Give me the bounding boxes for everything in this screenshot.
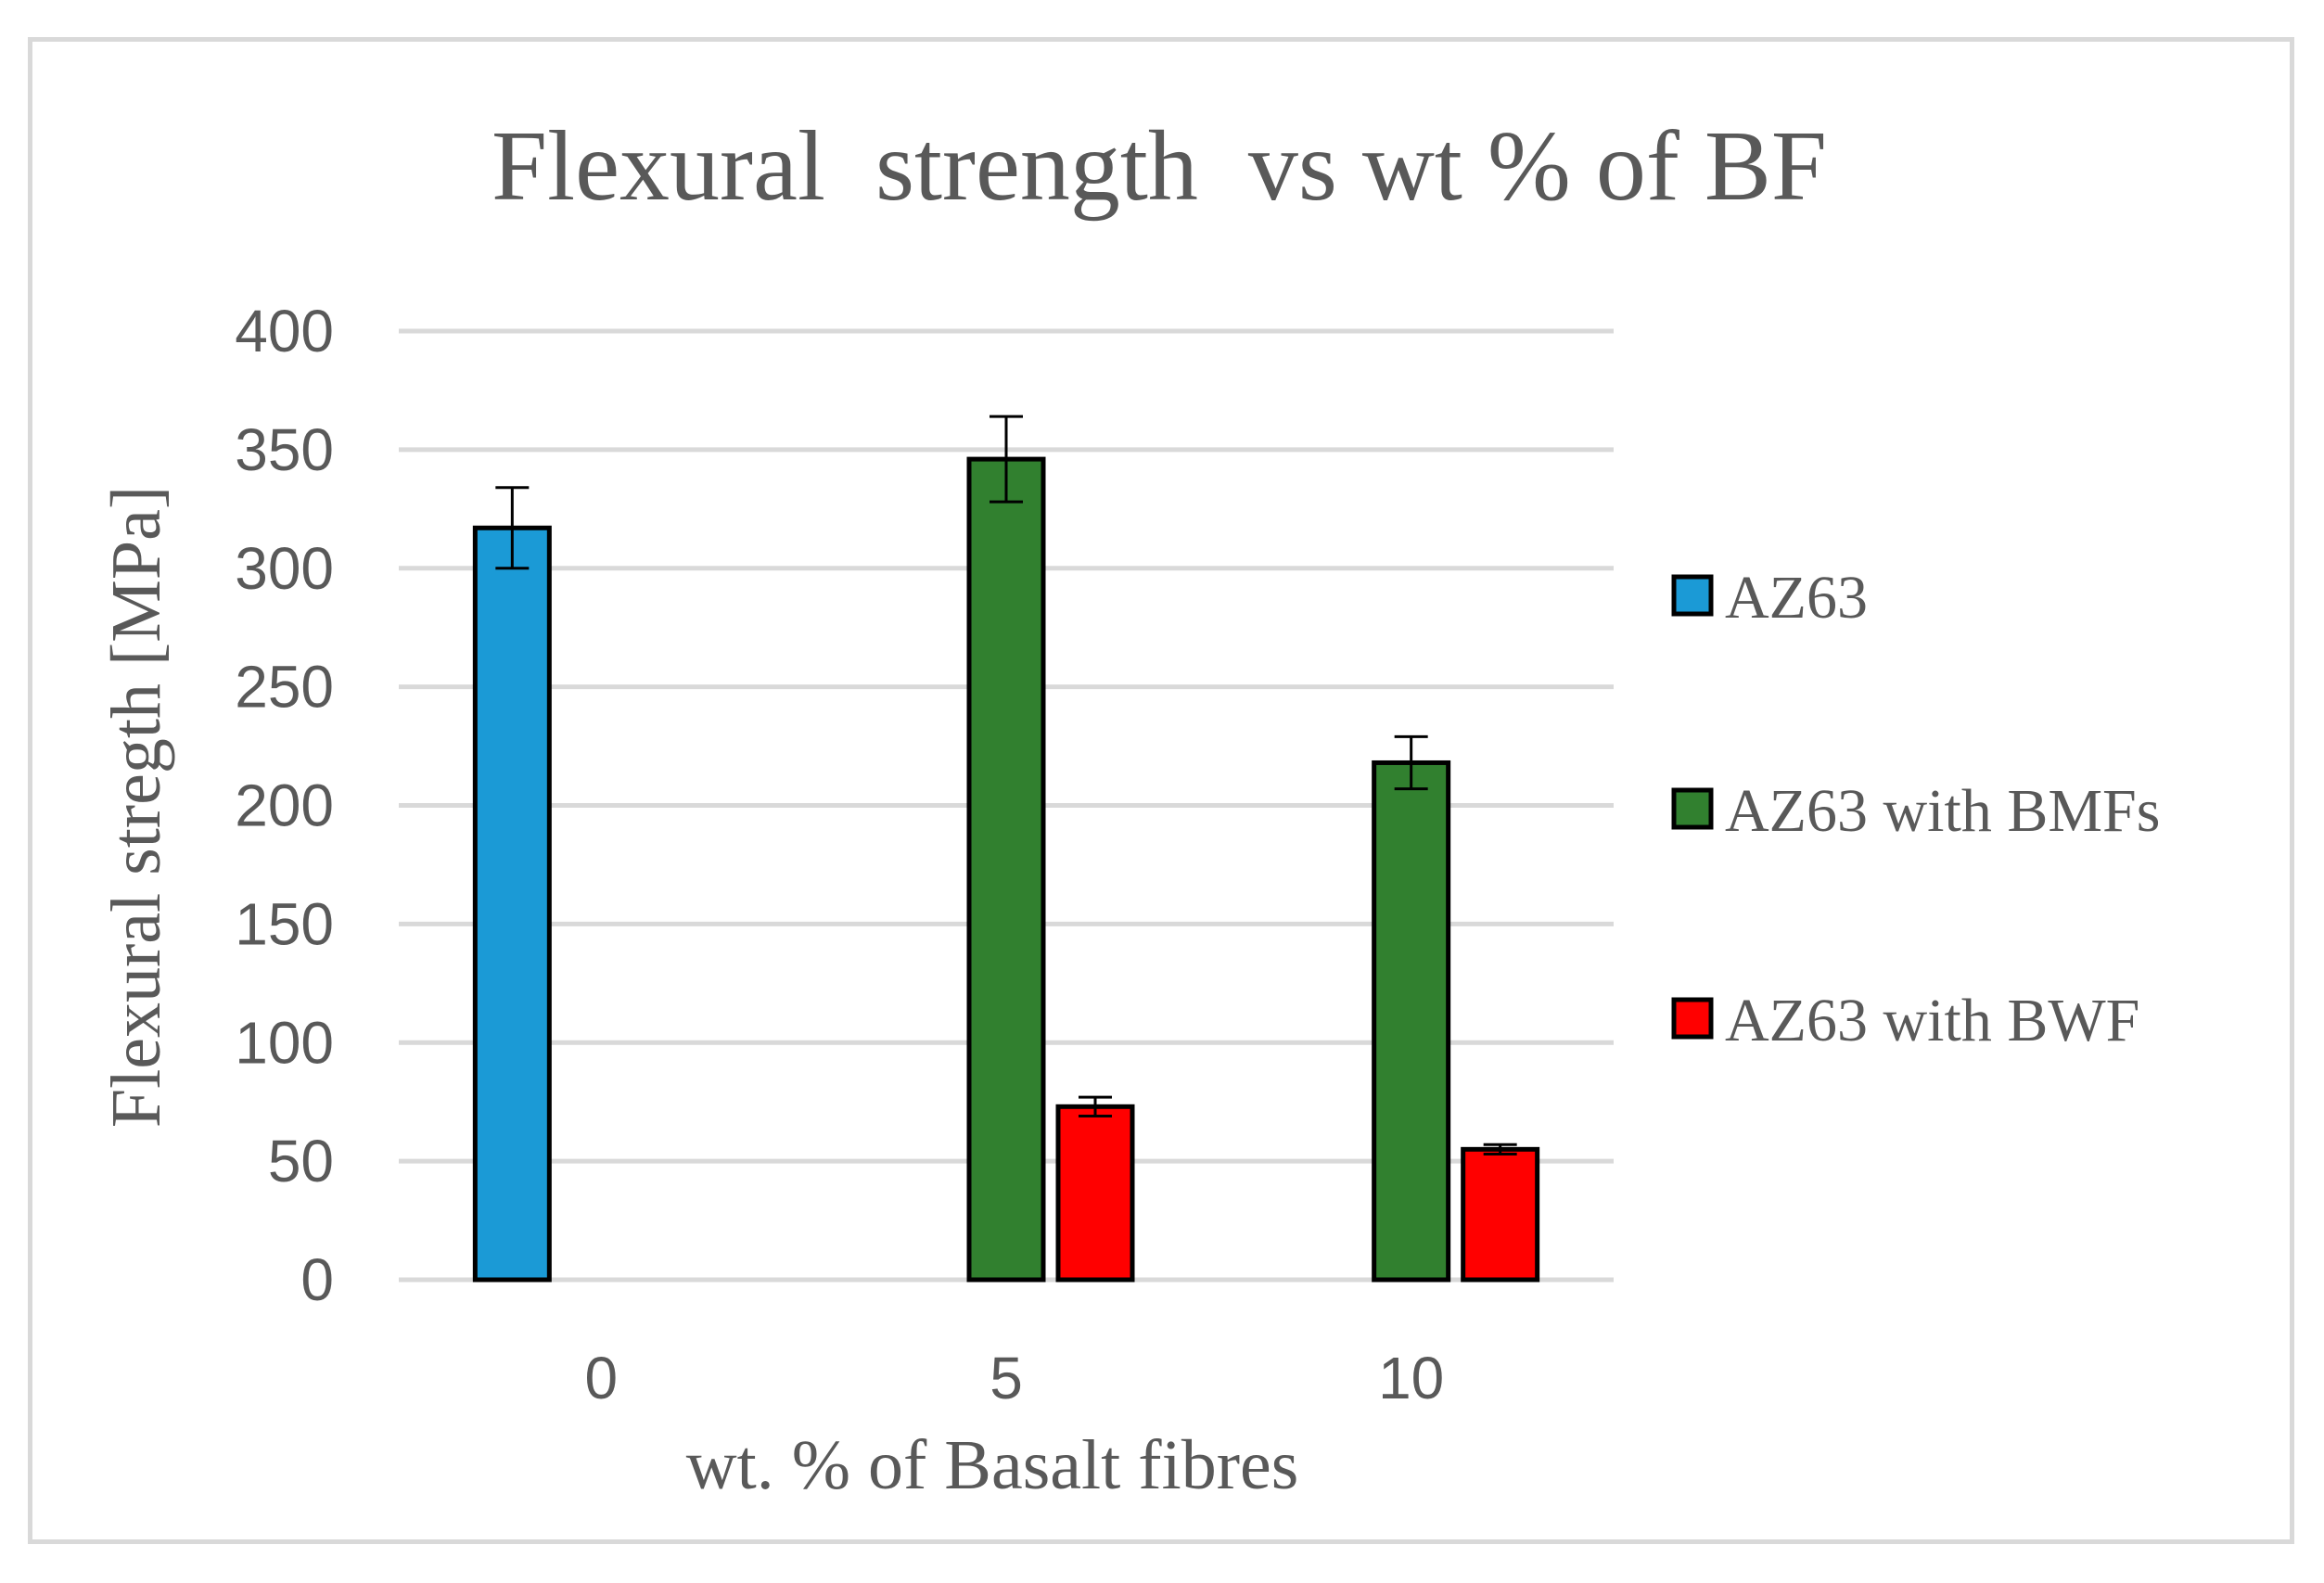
- y-axis-tick-labels: 0 50 100 150 200 250 300 350 400: [235, 298, 334, 1313]
- error-bar: [495, 486, 530, 570]
- bar-az63-0: [472, 525, 552, 1283]
- chart-frame: [28, 37, 2294, 1544]
- bar-az63-with-bmfs-10: [1372, 760, 1451, 1283]
- legend-label: AZ63 with BWF: [1725, 987, 2139, 1054]
- y-axis-title: Flexural stregth [MPa]: [97, 486, 175, 1128]
- legend-label: AZ63: [1725, 564, 1868, 632]
- y-tick-label: 300: [235, 535, 334, 602]
- legend-swatch: [1671, 997, 1714, 1040]
- legend-swatch: [1671, 574, 1714, 617]
- legend-item: AZ63: [1671, 564, 1868, 632]
- error-bar: [1079, 1095, 1112, 1118]
- x-tick-label: 0: [585, 1345, 619, 1411]
- error-bar: [1483, 1143, 1517, 1155]
- legend-item: AZ63 with BWF: [1671, 987, 2139, 1054]
- legend: AZ63 AZ63 with BMFs AZ63 with BWF: [1671, 564, 2160, 1054]
- bar-az63-with-bmfs-5: [966, 456, 1046, 1283]
- x-tick-label: 5: [990, 1345, 1023, 1411]
- bar-az63-with-bwf-10: [1461, 1146, 1540, 1283]
- x-axis-title: wt. % of Basalt fibres: [686, 1426, 1299, 1504]
- error-bar: [990, 415, 1023, 504]
- chart-title: Flexural strength vs wt % of BF: [492, 111, 1827, 222]
- y-tick-label: 0: [300, 1246, 334, 1313]
- y-tick-label: 400: [235, 298, 334, 364]
- y-tick-label: 50: [268, 1128, 334, 1194]
- y-tick-label: 250: [235, 654, 334, 721]
- legend-label: AZ63 with BMFs: [1725, 777, 2160, 845]
- x-tick-label: 10: [1378, 1345, 1444, 1411]
- error-bars: [495, 415, 1517, 1155]
- x-axis-tick-labels: 0 5 10: [585, 1345, 1445, 1411]
- y-tick-label: 200: [235, 772, 334, 839]
- legend-swatch: [1671, 787, 1714, 830]
- y-tick-label: 150: [235, 890, 334, 957]
- y-tick-label: 350: [235, 416, 334, 483]
- bars: [472, 456, 1540, 1283]
- error-bar: [1394, 734, 1428, 791]
- bar-az63-with-bwf-5: [1055, 1104, 1135, 1283]
- y-tick-label: 100: [235, 1009, 334, 1076]
- legend-item: AZ63 with BMFs: [1671, 777, 2160, 845]
